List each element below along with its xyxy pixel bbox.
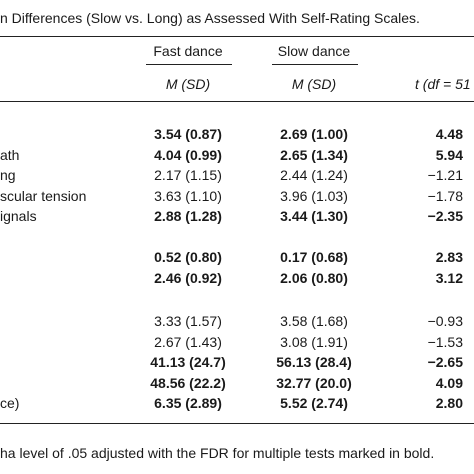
cell-slow: 56.13 (28.4) [276, 354, 352, 371]
cell-slow: 3.96 (1.03) [280, 187, 348, 204]
cell-fast: 4.04 (0.99) [154, 146, 222, 163]
column-header: Slow dance [277, 43, 351, 59]
cell-fast: 41.13 (24.7) [150, 354, 226, 371]
cell-slow: 3.58 (1.68) [280, 313, 348, 329]
cell-slow: 3.08 (1.91) [280, 333, 348, 350]
cell-t: −1.78 [427, 187, 463, 204]
cell-slow: 2.44 (1.24) [280, 167, 348, 184]
row-label: ignals [0, 208, 37, 225]
cell-fast: 3.33 (1.57) [154, 313, 222, 329]
top-rule [0, 36, 474, 37]
header-rule [0, 101, 474, 102]
header-underline [146, 64, 232, 65]
cell-fast: 2.67 (1.43) [154, 333, 222, 350]
cell-t: 5.94 [435, 146, 463, 163]
row-label: ce) [0, 395, 20, 412]
bottom-rule [0, 423, 474, 424]
cell-fast: 48.56 (22.2) [150, 374, 226, 391]
sub-header: M (SD) [291, 76, 337, 92]
row-label: scular tension [0, 187, 87, 204]
cell-slow: 3.44 (1.30) [280, 208, 348, 225]
cell-t: −2.65 [427, 354, 463, 371]
row-label: ng [0, 167, 16, 184]
footnote: ha level of .05 adjusted with the FDR fo… [0, 445, 435, 461]
cell-t: 3.12 [435, 269, 463, 286]
cell-slow: 2.65 (1.34) [280, 146, 348, 163]
column-header: Fast dance [153, 43, 223, 59]
cell-t: −2.35 [427, 208, 463, 225]
sub-header: t (df = 51 [415, 76, 471, 92]
cell-slow: 2.06 (0.80) [280, 269, 348, 286]
cell-t: −1.21 [427, 167, 463, 184]
cell-t: −0.93 [427, 313, 463, 329]
cell-fast: 2.17 (1.15) [154, 167, 222, 184]
cell-fast: 2.46 (0.92) [154, 269, 222, 286]
sub-header: M (SD) [165, 76, 211, 92]
cell-t: 4.48 [435, 126, 463, 142]
cell-fast: 6.35 (2.89) [154, 395, 222, 412]
header-underline [272, 64, 358, 65]
cell-t: 2.83 [435, 249, 463, 265]
cell-t: −1.53 [427, 333, 463, 350]
cell-slow: 32.77 (20.0) [276, 374, 352, 391]
cell-fast: 2.88 (1.28) [154, 208, 222, 225]
cell-fast: 3.54 (0.87) [154, 126, 222, 142]
cell-t: 4.09 [435, 374, 463, 391]
cell-slow: 0.17 (0.68) [280, 249, 348, 265]
cell-fast: 0.52 (0.80) [154, 249, 222, 265]
cell-slow: 2.69 (1.00) [280, 126, 348, 142]
cell-fast: 3.63 (1.10) [154, 187, 222, 204]
table-title: n Differences (Slow vs. Long) as Assesse… [0, 10, 420, 26]
row-label: ath [0, 146, 20, 163]
cell-t: 2.80 [435, 395, 463, 412]
cell-slow: 5.52 (2.74) [280, 395, 348, 412]
